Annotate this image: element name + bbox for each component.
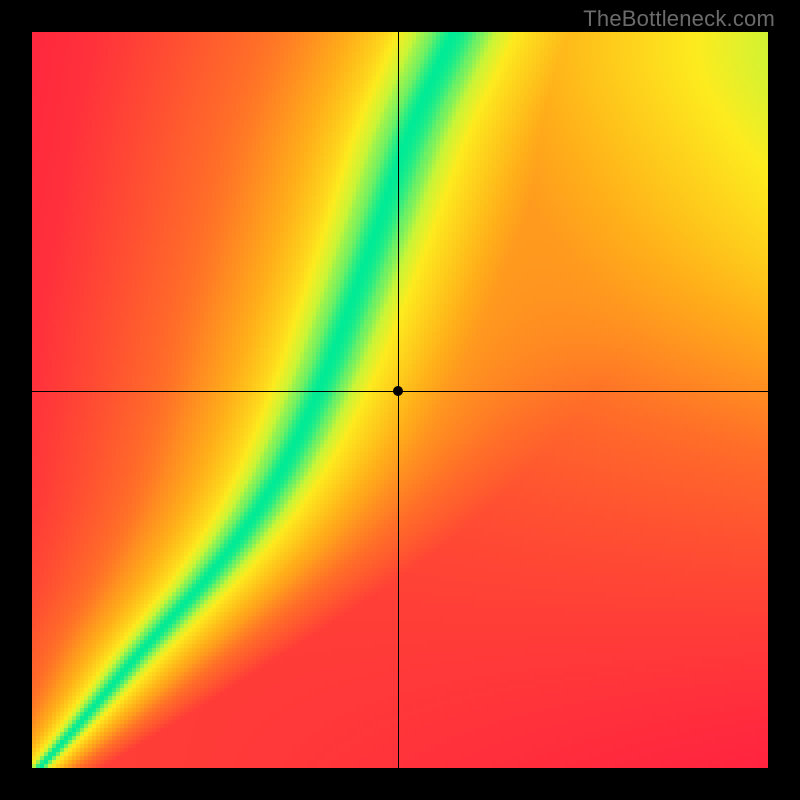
crosshair-vertical xyxy=(398,32,399,768)
heatmap-plot xyxy=(32,32,768,768)
watermark-text: TheBottleneck.com xyxy=(583,6,775,32)
heatmap-canvas xyxy=(32,32,768,768)
figure-root: TheBottleneck.com xyxy=(0,0,800,800)
crosshair-center-dot xyxy=(393,386,403,396)
